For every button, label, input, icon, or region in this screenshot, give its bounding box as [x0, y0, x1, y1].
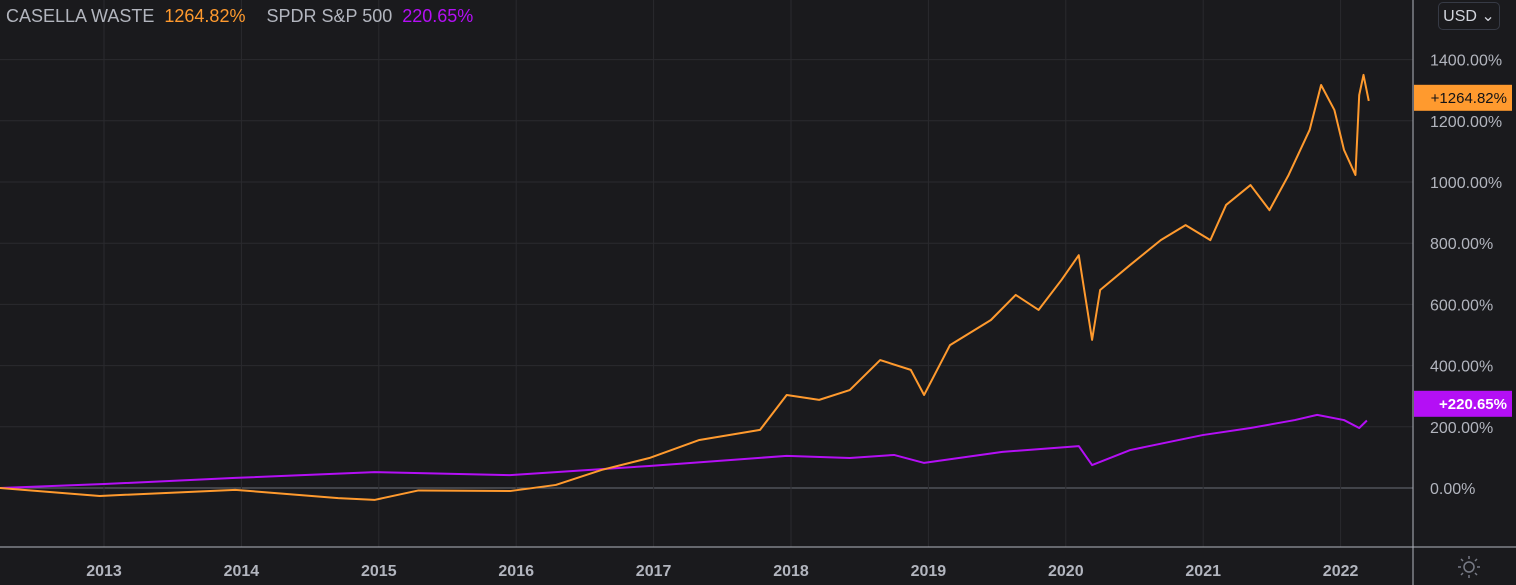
- x-tick-label: 2020: [1048, 563, 1084, 580]
- last-value-badge-casella: [1414, 84, 1512, 111]
- legend-casella-value: 1264.82%: [164, 6, 246, 26]
- y-tick-label: 1000.00%: [1430, 175, 1502, 192]
- y-tick-label: 600.00%: [1430, 297, 1493, 314]
- y-tick-label: 0.00%: [1430, 481, 1475, 498]
- y-tick-label: 400.00%: [1430, 359, 1493, 376]
- x-tick-label: 2015: [361, 563, 397, 580]
- legend-casella-name: CASELLA WASTE: [6, 6, 155, 26]
- y-tick-label: 1400.00%: [1430, 53, 1502, 70]
- x-tick-label: 2022: [1323, 563, 1359, 580]
- sun-icon[interactable]: [1458, 556, 1480, 578]
- series-line-spy: [0, 413, 1368, 489]
- x-tick-label: 2013: [86, 563, 122, 580]
- x-tick-label: 2021: [1185, 563, 1221, 580]
- last-value-label-spy: +220.65%: [1439, 396, 1507, 413]
- last-value-label-casella: +1264.82%: [1431, 90, 1507, 107]
- y-tick-label: 800.00%: [1430, 236, 1493, 253]
- series-line-casella: [0, 73, 1370, 501]
- x-tick-label: 2016: [498, 563, 534, 580]
- x-tick-label: 2019: [911, 563, 947, 580]
- legend: CASELLA WASTE 1264.82% SPDR S&P 500 220.65…: [6, 6, 483, 27]
- x-tick-label: 2018: [773, 563, 809, 580]
- legend-spy-name: SPDR S&P 500: [266, 6, 393, 26]
- x-tick-label: 2014: [224, 563, 260, 580]
- legend-spy-value: 220.65%: [402, 6, 474, 26]
- x-tick-label: 2017: [636, 563, 672, 580]
- y-tick-label: 1200.00%: [1430, 114, 1502, 131]
- y-tick-label: 200.00%: [1430, 420, 1493, 437]
- currency-select[interactable]: USD ⌄: [1438, 2, 1500, 30]
- last-value-badge-spy: [1414, 390, 1512, 417]
